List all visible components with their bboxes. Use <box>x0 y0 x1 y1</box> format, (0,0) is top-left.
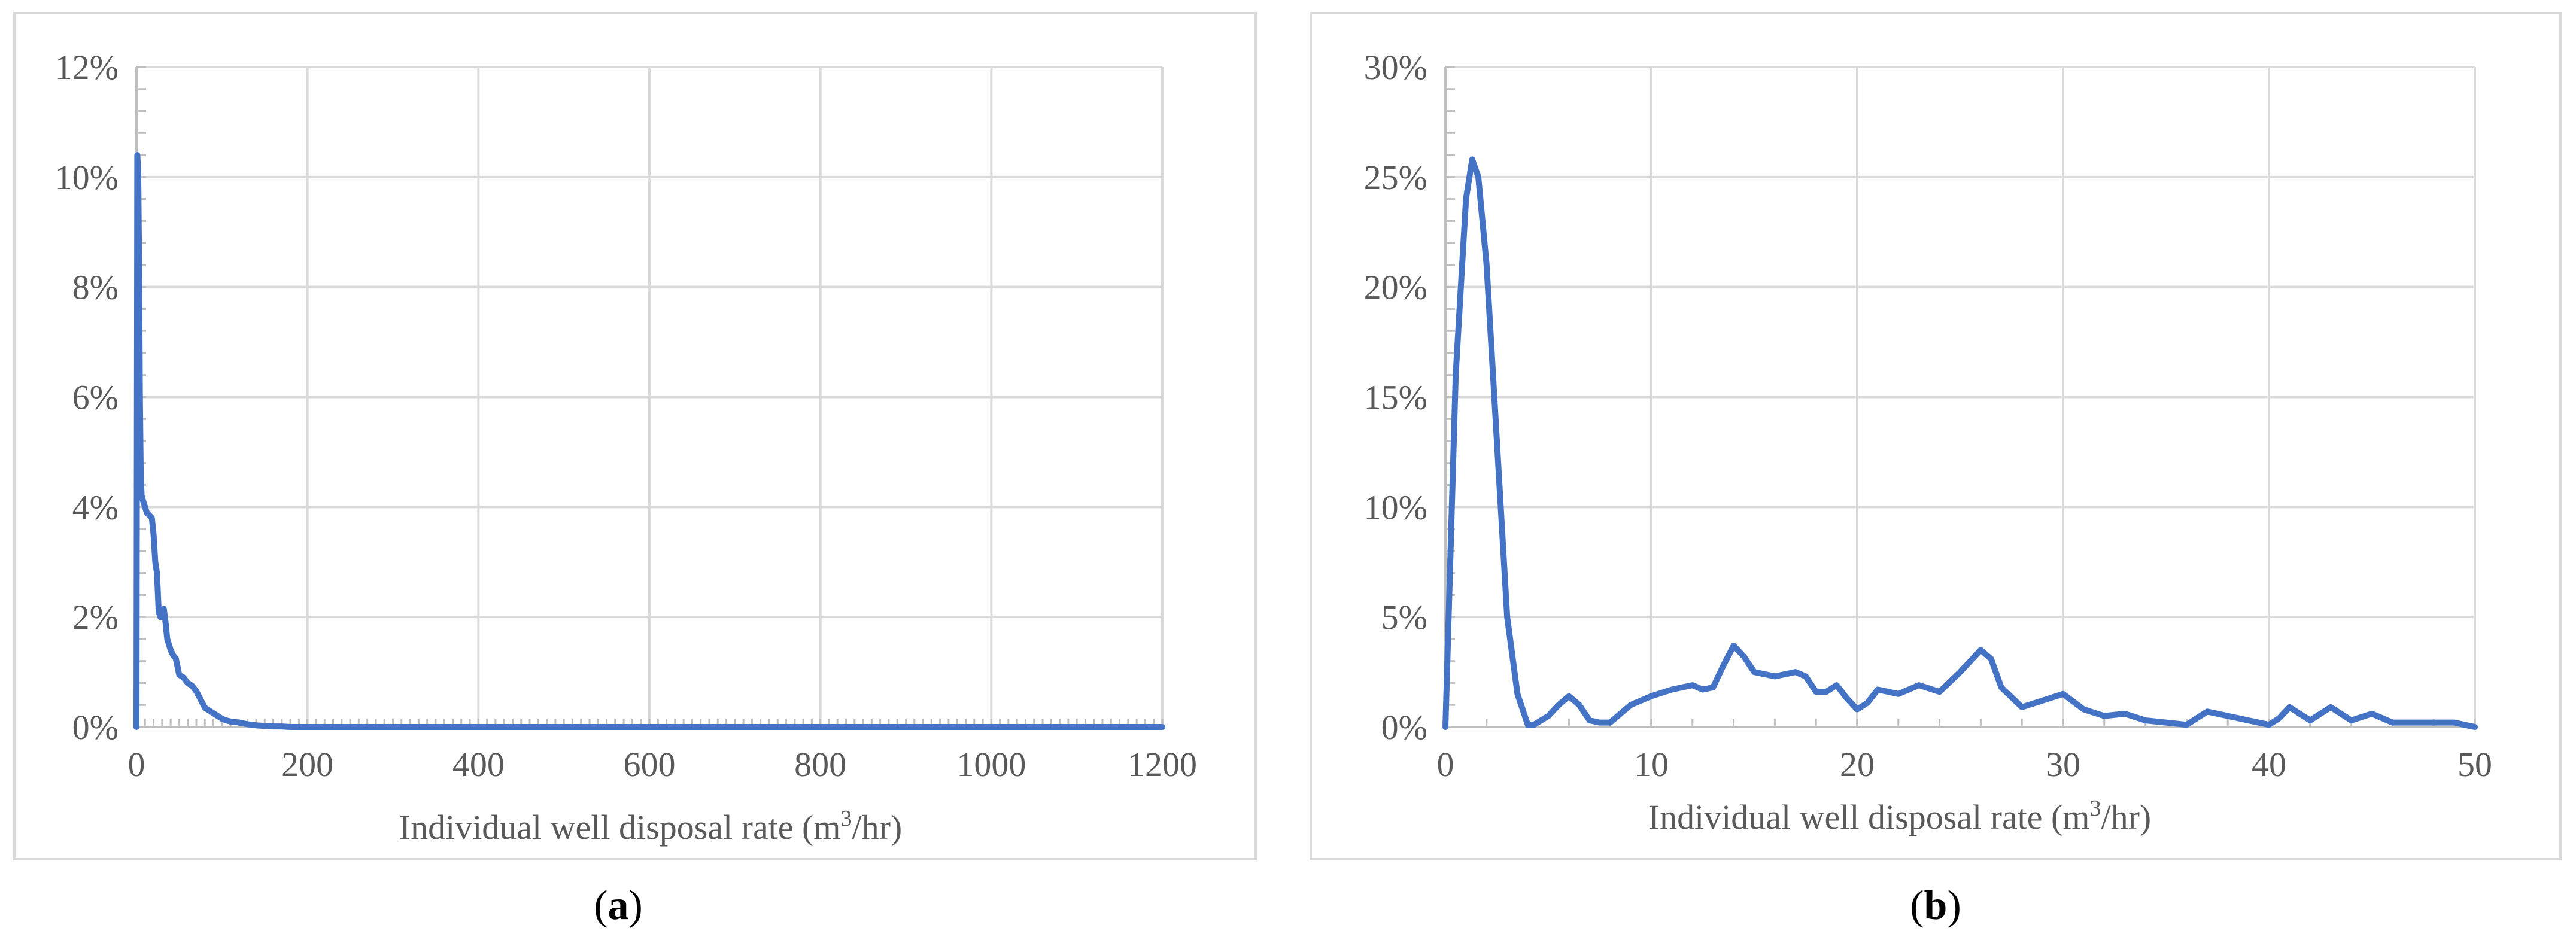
chart-b-y-tick-label: 25% <box>1364 158 1427 197</box>
chart-b-y-tick-label: 20% <box>1364 268 1427 307</box>
chart-b-x-tick-label: 10 <box>1634 745 1669 784</box>
chart-b-x-tick-label: 30 <box>2046 745 2080 784</box>
chart-b-x-axis-title: Individual well disposal rate (m3/hr) <box>1648 796 2151 836</box>
chart-a-y-tick-label: 10% <box>55 158 119 197</box>
chart-a-y-tick-label: 0% <box>72 708 119 747</box>
chart-b-x-tick-label: 50 <box>2457 745 2492 784</box>
chart-a-x-tick-label: 400 <box>452 745 505 784</box>
chart-b-y-tick-label: 15% <box>1364 378 1427 417</box>
chart-a-x-tick-label: 1200 <box>1128 745 1197 784</box>
chart-a-x-tick-label: 800 <box>794 745 846 784</box>
chart-b-y-tick-label: 10% <box>1364 488 1427 527</box>
chart-b-y-tick-label: 0% <box>1381 708 1427 747</box>
chart-a: 0% 2% 4% 6% 8% 10% 12% 0 200 400 600 800 1000 1200 <box>55 48 1197 784</box>
chart-a-x-tick-label: 0 <box>128 745 145 784</box>
panel-label-b: (b) <box>1910 883 1961 929</box>
chart-a-y-tick-label: 4% <box>72 488 119 527</box>
chart-b-series-line <box>1442 156 2478 730</box>
chart-a-series-line <box>133 152 1165 730</box>
chart-b-x-tick-label: 0 <box>1437 745 1454 784</box>
chart-a-x-tick-label: 200 <box>281 745 333 784</box>
chart-a-x-tick-label: 600 <box>624 745 676 784</box>
panel-label-a: (a) <box>594 883 643 929</box>
chart-a-y-tick-label: 12% <box>55 48 119 87</box>
panel-a-frame <box>13 12 1257 860</box>
chart-b-y-tick-label: 5% <box>1381 598 1427 637</box>
chart-b-x-tick-label: 40 <box>2252 745 2286 784</box>
chart-a-y-tick-label: 2% <box>72 598 119 637</box>
chart-a-x-axis-title: Individual well disposal rate (m3/hr) <box>399 806 902 847</box>
chart-a-y-tick-label: 8% <box>72 268 119 307</box>
chart-b-y-tick-label: 30% <box>1364 48 1427 87</box>
chart-a-y-tick-label: 6% <box>72 378 119 417</box>
chart-b: 0% 5% 10% 15% 20% 25% 30% 0 10 20 30 40 50 <box>1364 48 2492 784</box>
chart-a-x-tick-label: 1000 <box>956 745 1026 784</box>
chart-b-x-tick-label: 20 <box>1840 745 1875 784</box>
